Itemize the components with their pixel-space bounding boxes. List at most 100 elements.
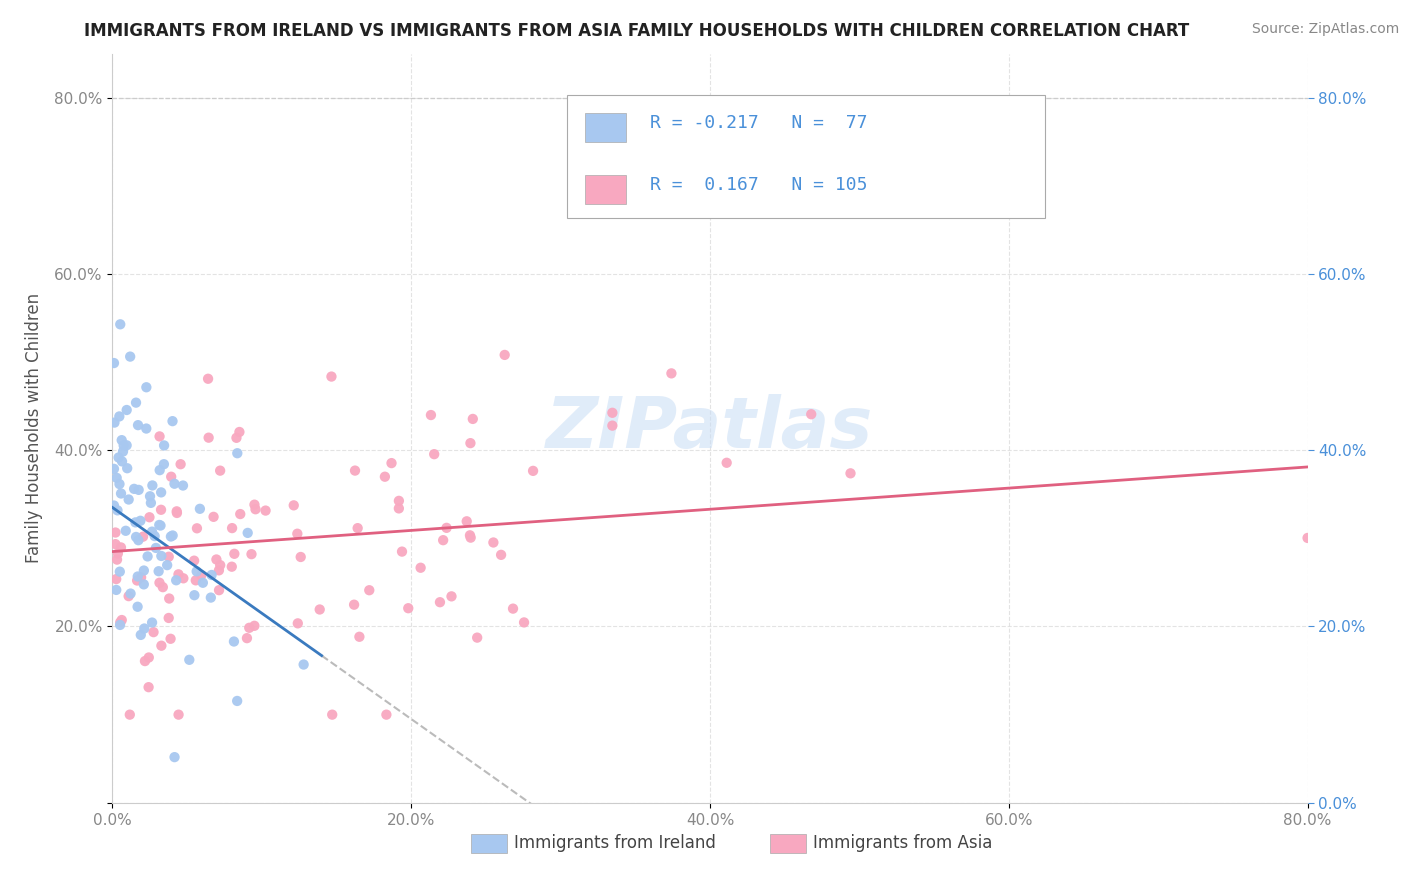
Point <box>125 530 148 544</box>
FancyBboxPatch shape <box>770 834 806 853</box>
Point <box>167 707 190 722</box>
Point <box>191 575 214 590</box>
Point <box>283 499 305 513</box>
Point <box>138 680 160 694</box>
Point <box>150 639 173 653</box>
Point <box>124 516 146 530</box>
Point <box>167 567 190 582</box>
Point <box>125 395 148 409</box>
Point <box>159 632 181 646</box>
Point <box>150 503 173 517</box>
Point <box>117 589 139 603</box>
Point <box>346 521 368 535</box>
Point <box>349 630 371 644</box>
Point <box>163 750 186 764</box>
Point <box>1296 531 1319 545</box>
Point <box>118 707 141 722</box>
Point <box>150 485 173 500</box>
Point <box>105 572 128 586</box>
Point <box>423 447 446 461</box>
Point <box>160 469 183 483</box>
Point <box>160 529 183 543</box>
Point <box>143 529 166 543</box>
Point <box>461 412 484 426</box>
Point <box>321 369 343 384</box>
Point <box>502 601 524 615</box>
Point <box>229 507 252 521</box>
Point <box>238 621 260 635</box>
Point <box>112 438 135 452</box>
Point <box>141 615 163 630</box>
Point <box>245 502 267 516</box>
Point <box>153 438 176 452</box>
Point <box>179 653 201 667</box>
Point <box>460 436 482 450</box>
Point <box>380 456 402 470</box>
Point <box>420 408 443 422</box>
Point <box>456 514 478 528</box>
Point <box>145 541 167 555</box>
Point <box>115 438 138 452</box>
Point <box>391 544 413 558</box>
Point <box>429 595 451 609</box>
Point <box>374 469 396 483</box>
Point <box>200 591 222 605</box>
Point <box>138 510 160 524</box>
Point <box>162 528 184 542</box>
Point <box>440 590 463 604</box>
Point <box>290 549 312 564</box>
Point <box>169 457 191 471</box>
Point <box>129 628 152 642</box>
Point <box>132 577 155 591</box>
Text: IMMIGRANTS FROM IRELAND VS IMMIGRANTS FROM ASIA FAMILY HOUSEHOLDS WITH CHILDREN : IMMIGRANTS FROM IRELAND VS IMMIGRANTS FR… <box>84 22 1189 40</box>
Point <box>108 618 131 632</box>
Point <box>321 707 343 722</box>
Point <box>482 535 505 549</box>
Point <box>236 525 259 540</box>
Point <box>110 318 132 332</box>
Text: R =  0.167   N = 105: R = 0.167 N = 105 <box>651 176 868 194</box>
Point <box>148 518 170 533</box>
Text: Immigrants from Ireland: Immigrants from Ireland <box>515 834 716 852</box>
Point <box>103 416 125 430</box>
Point <box>105 471 128 485</box>
Point <box>654 161 676 175</box>
Point <box>602 418 624 433</box>
Point <box>800 407 823 421</box>
Point <box>388 501 411 516</box>
Point <box>104 525 127 540</box>
Point <box>105 582 128 597</box>
Point <box>172 478 194 492</box>
Point <box>661 367 683 381</box>
Point <box>190 568 212 582</box>
Point <box>183 588 205 602</box>
Point <box>343 464 366 478</box>
Point <box>163 476 186 491</box>
Point <box>127 599 149 614</box>
Point <box>162 414 184 428</box>
Point <box>157 549 180 564</box>
Y-axis label: Family Households with Children: Family Households with Children <box>25 293 44 563</box>
Point <box>156 558 179 573</box>
Point <box>139 489 162 503</box>
Point <box>494 348 516 362</box>
Point <box>104 537 127 551</box>
Point <box>205 552 228 566</box>
Point <box>388 494 411 508</box>
Point <box>254 503 277 517</box>
Point <box>285 526 308 541</box>
Point <box>114 524 136 538</box>
Point <box>111 444 134 458</box>
Point <box>111 433 134 447</box>
Point <box>103 356 125 370</box>
Point <box>128 483 150 497</box>
Point <box>135 380 157 394</box>
Point <box>197 431 219 445</box>
Point <box>172 571 194 585</box>
Point <box>111 613 134 627</box>
Point <box>208 563 231 577</box>
Point <box>432 533 454 548</box>
Point <box>120 586 142 600</box>
Point <box>134 622 156 636</box>
FancyBboxPatch shape <box>567 95 1045 219</box>
